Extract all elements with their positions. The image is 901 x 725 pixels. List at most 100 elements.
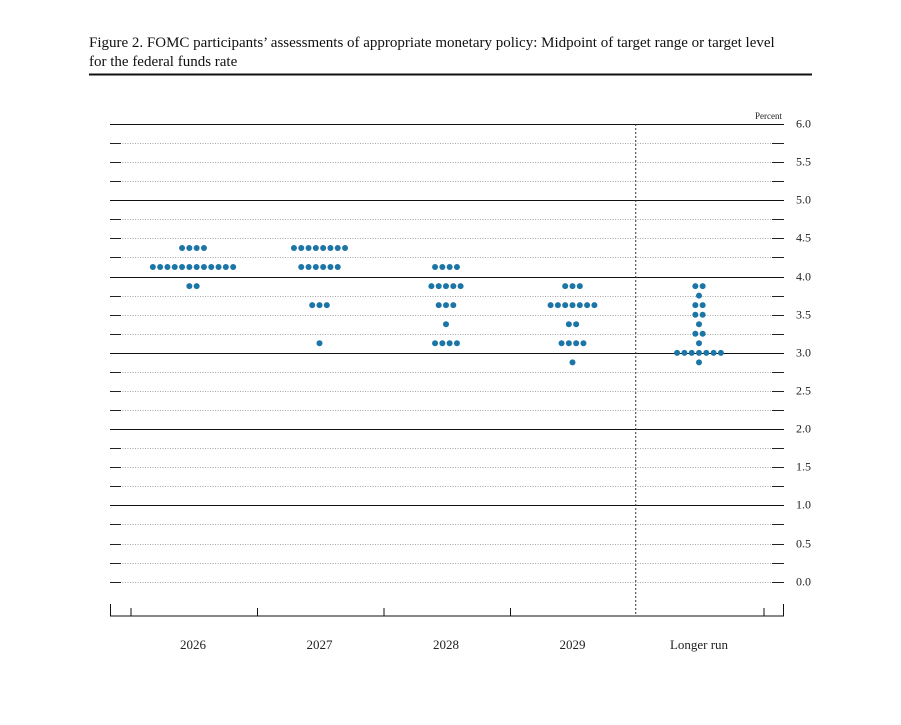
dot [342, 244, 349, 251]
y-tick-label: 1.0 [796, 497, 811, 511]
dot [193, 283, 200, 290]
dot [688, 349, 695, 356]
dot [149, 264, 156, 271]
chart-title: Figure 2. FOMC participants’ assessments… [89, 35, 775, 70]
dot [186, 283, 193, 290]
dot [327, 244, 334, 251]
dot [320, 244, 327, 251]
dot [443, 321, 449, 328]
dot [696, 340, 702, 347]
dot [208, 264, 215, 271]
dot [699, 302, 706, 309]
y-tick-label: 6.0 [796, 116, 811, 130]
dot [457, 283, 464, 290]
dot [674, 349, 681, 356]
dot [215, 264, 222, 271]
dot [200, 264, 207, 271]
dot [327, 264, 334, 271]
dot [443, 302, 449, 309]
dot [699, 311, 706, 318]
x-tick-label: 2026 [180, 637, 207, 652]
dot [562, 302, 569, 309]
dot [305, 264, 312, 271]
dot [432, 340, 439, 347]
dot [710, 349, 717, 356]
dot [692, 311, 699, 318]
y-tick-label: 2.0 [796, 421, 811, 435]
x-tick-label: 2027 [307, 637, 334, 652]
dot [453, 340, 460, 347]
dot [573, 321, 580, 328]
dot [435, 283, 442, 290]
y-tick-label: 4.5 [796, 230, 811, 244]
dot [569, 359, 576, 366]
dot [312, 264, 319, 271]
dot [554, 302, 561, 309]
dot [591, 302, 598, 309]
dot [446, 264, 453, 271]
dot [186, 264, 193, 271]
dot [432, 264, 439, 271]
dot [157, 264, 164, 271]
dot [453, 264, 460, 271]
dot [443, 283, 449, 290]
dot [580, 340, 587, 347]
unit-label: Percent [755, 111, 782, 121]
dot [186, 244, 193, 251]
y-tick-label: 3.0 [796, 345, 811, 359]
dot [312, 244, 319, 251]
dot [573, 340, 580, 347]
dot [681, 349, 688, 356]
dot [696, 359, 702, 366]
y-tick-label: 5.5 [796, 154, 811, 168]
y-tick-label: 1.5 [796, 459, 811, 473]
dot [569, 283, 576, 290]
dot [446, 340, 453, 347]
dot [576, 302, 583, 309]
dot [439, 340, 446, 347]
dot [320, 264, 327, 271]
dot [323, 302, 330, 309]
dot [565, 321, 572, 328]
y-tick-label: 0.5 [796, 536, 811, 550]
dot [569, 302, 576, 309]
dot [316, 302, 323, 309]
dot [334, 264, 341, 271]
dot [562, 283, 569, 290]
dot [435, 302, 442, 309]
dot [717, 349, 724, 356]
dot [305, 244, 312, 251]
dot [439, 264, 446, 271]
y-tick-label: 4.0 [796, 269, 811, 283]
dot [309, 302, 316, 309]
dot [699, 330, 706, 337]
dot [298, 244, 305, 251]
dot [703, 349, 710, 356]
dot [290, 244, 297, 251]
dot [193, 264, 200, 271]
dot [692, 302, 699, 309]
dot [428, 283, 435, 290]
dot [584, 302, 591, 309]
y-tick-label: 2.5 [796, 383, 811, 397]
dot [193, 244, 200, 251]
y-tick-label: 0.0 [796, 574, 811, 588]
dot [179, 264, 186, 271]
dot [222, 264, 229, 271]
x-tick-label: Longer run [670, 637, 729, 652]
dot [565, 340, 572, 347]
dot [696, 321, 702, 328]
dot [298, 264, 305, 271]
y-tick-label: 5.0 [796, 192, 811, 206]
x-tick-label: 2028 [433, 637, 459, 652]
dot [576, 283, 583, 290]
y-tick-label: 3.5 [796, 307, 811, 321]
dot [200, 244, 207, 251]
dot [171, 264, 178, 271]
dot [450, 302, 457, 309]
dot [692, 330, 699, 337]
dot [334, 244, 341, 251]
dot [316, 340, 323, 347]
